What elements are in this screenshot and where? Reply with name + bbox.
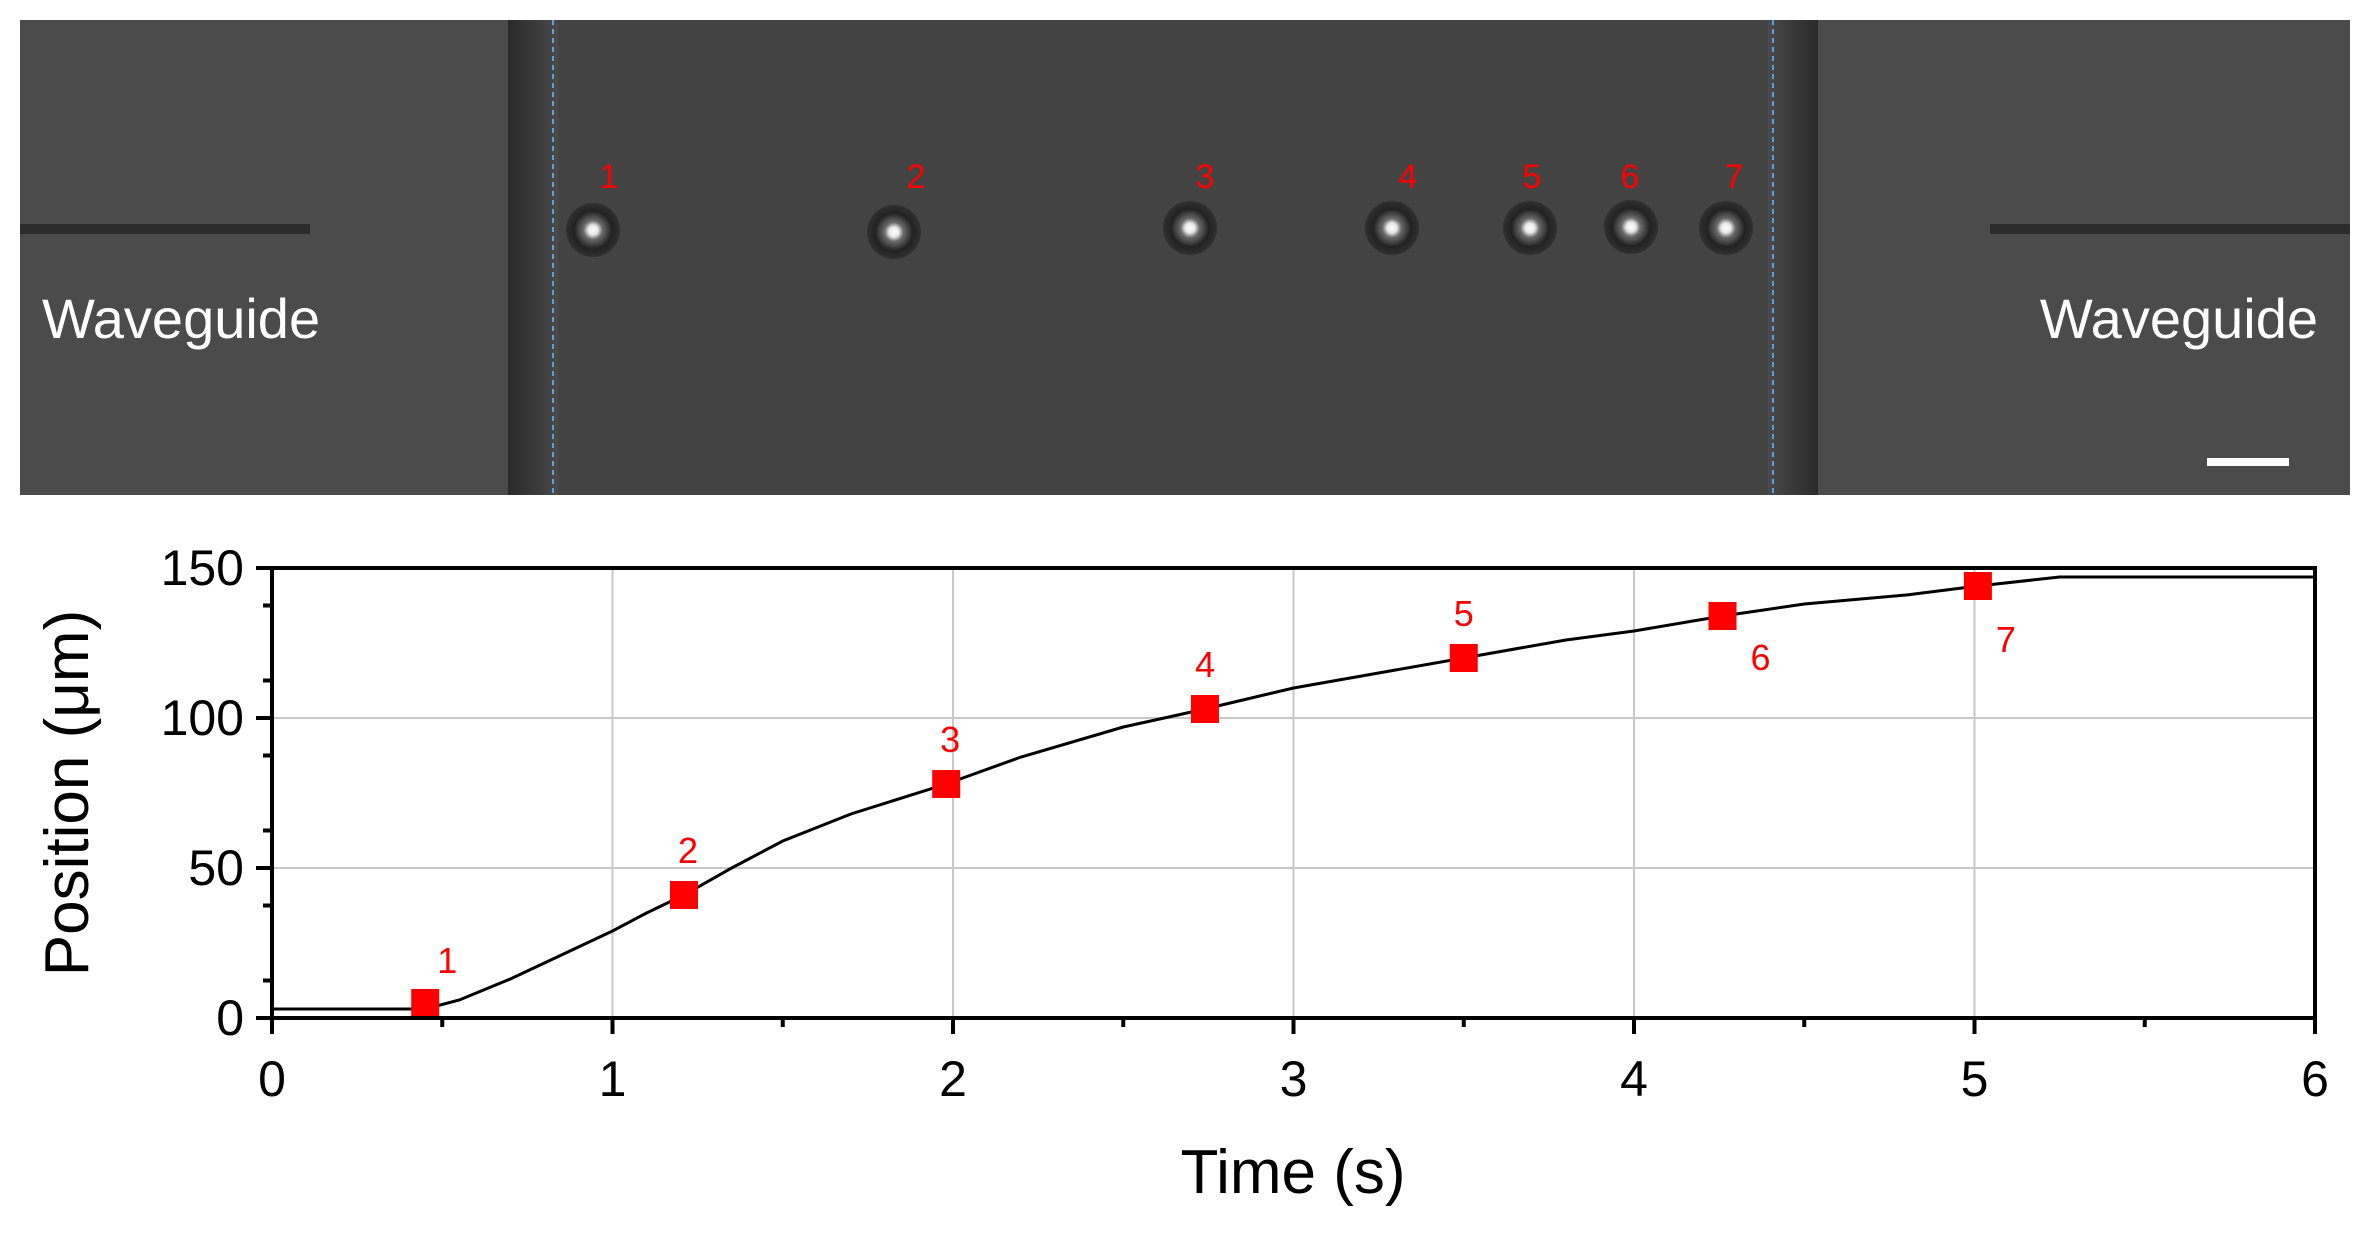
- x-tick-label: 4: [1620, 1051, 1648, 1107]
- data-marker-3: [932, 770, 961, 798]
- bead-label-1: 1: [600, 158, 619, 196]
- bead-4: [1365, 201, 1419, 255]
- grid-layer: [272, 568, 2315, 1018]
- data-marker-4: [1190, 695, 1219, 723]
- data-label-2: 2: [678, 830, 698, 871]
- x-axis-title: Time (s): [1181, 1138, 1406, 1207]
- trajectory-line: [272, 575, 2315, 1011]
- waveguide-right-line: [1990, 224, 2350, 234]
- bead-label-5: 5: [1523, 158, 1542, 196]
- x-tick-label: 2: [939, 1051, 967, 1107]
- bead-label-3: 3: [1196, 158, 1215, 196]
- bead-2: [867, 205, 921, 259]
- data-label-4: 4: [1195, 644, 1215, 685]
- data-marker-7: [1963, 572, 1992, 600]
- x-tick-label: 5: [1961, 1051, 1989, 1107]
- bead-5: [1503, 201, 1557, 255]
- channel-interior: [558, 20, 1768, 495]
- data-marker-1: [411, 989, 440, 1017]
- x-tick-label: 6: [2301, 1051, 2329, 1107]
- x-tick-label: 1: [599, 1051, 627, 1107]
- y-tick-label: 100: [161, 690, 244, 746]
- x-tick-label: 0: [258, 1051, 286, 1107]
- data-label-5: 5: [1454, 593, 1474, 634]
- bead-label-2: 2: [907, 158, 926, 196]
- bead-3: [1163, 201, 1217, 255]
- channel-right-wall: [1768, 20, 1818, 495]
- waveguide-right-label: Waveguide: [2040, 287, 2318, 350]
- beads-layer: 1 2 3 4 5 6 7: [566, 158, 1753, 259]
- data-label-7: 7: [1996, 619, 2016, 660]
- scale-bar: [2207, 458, 2289, 466]
- bead-7: [1699, 201, 1753, 255]
- bead-label-6: 6: [1621, 158, 1640, 196]
- marker-layer: 1 2 3 4 5 6 7: [411, 572, 2016, 1017]
- trajectory-layer: [272, 575, 2315, 1011]
- micrograph-panel: Waveguide Waveguide 1 2 3 4 5 6 7: [20, 20, 2350, 495]
- y-axis-title: Position (μm): [33, 610, 102, 976]
- y-tick-label: 150: [161, 540, 244, 596]
- data-marker-2: [670, 881, 699, 909]
- data-marker-6: [1708, 602, 1737, 630]
- bead-label-7: 7: [1725, 158, 1744, 196]
- bead-1: [566, 203, 620, 257]
- chart-panel: 1 2 3 4 5 6 7 0 1 2 3 4 5 6 0 50 100 150 Time (s) Positi…: [33, 540, 2329, 1207]
- channel-left-wall: [508, 20, 558, 495]
- data-label-6: 6: [1751, 637, 1771, 678]
- y-tick-label: 0: [216, 990, 244, 1046]
- data-label-3: 3: [940, 719, 960, 760]
- data-marker-5: [1449, 644, 1478, 672]
- waveguide-left-line: [20, 224, 310, 234]
- x-tick-label: 3: [1280, 1051, 1308, 1107]
- waveguide-left-label: Waveguide: [42, 287, 320, 350]
- tick-layer: 0 1 2 3 4 5 6 0 50 100 150: [161, 540, 2329, 1107]
- y-tick-label: 50: [188, 840, 244, 896]
- bead-label-4: 4: [1399, 158, 1418, 196]
- data-label-1: 1: [437, 940, 457, 981]
- bead-6: [1604, 200, 1658, 254]
